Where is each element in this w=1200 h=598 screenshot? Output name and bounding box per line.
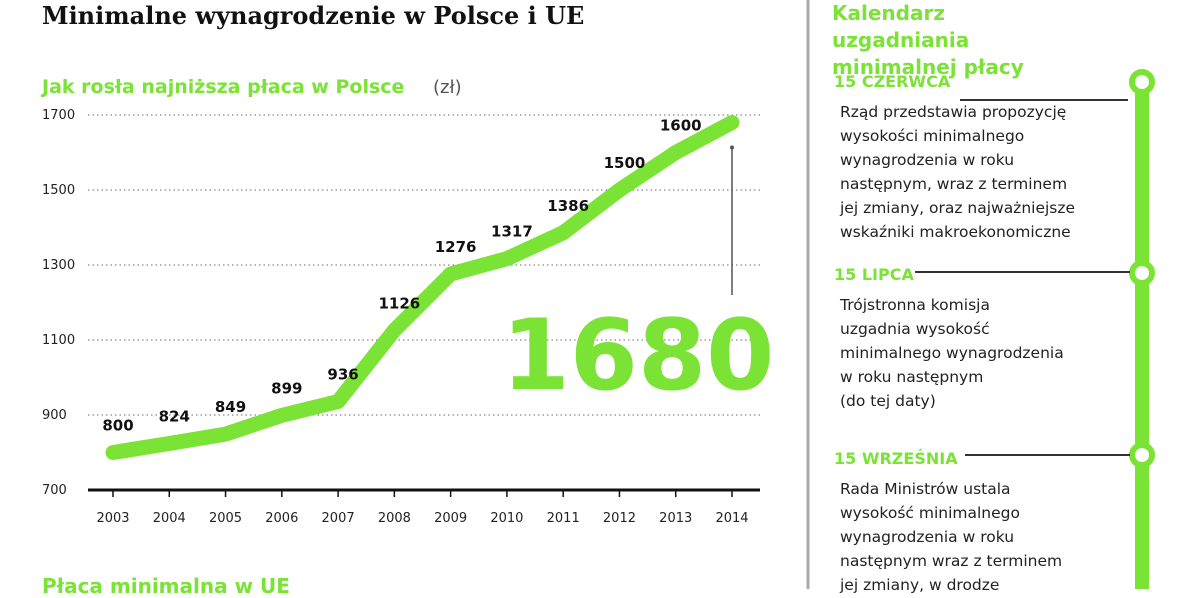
unit: (zł) bbox=[433, 77, 462, 98]
event-line: (do tej daty) bbox=[840, 392, 936, 410]
data-label: 1276 bbox=[435, 238, 477, 256]
data-label: 899 bbox=[271, 379, 302, 397]
y-tick-label: 1700 bbox=[42, 108, 75, 123]
event-text: Trójstronna komisja uzgadnia wysokość mini… bbox=[840, 293, 1064, 413]
data-label: 849 bbox=[215, 398, 246, 416]
data-label: 800 bbox=[102, 417, 133, 435]
event-line: minimalnego wynagrodzenia bbox=[840, 344, 1064, 362]
event-line: Trójstronna komisja bbox=[840, 296, 990, 314]
event-text: Rząd przedstawia propozycję wysokości min… bbox=[840, 100, 1075, 244]
y-tick-label: 1500 bbox=[42, 183, 75, 198]
x-tick-label: 2008 bbox=[378, 511, 411, 526]
x-tick-label: 2012 bbox=[603, 511, 636, 526]
x-tick-label: 2009 bbox=[434, 511, 467, 526]
title: Minimalne wynagrodzenie w Polsce i UE bbox=[42, 1, 584, 30]
data-label: 1317 bbox=[491, 223, 533, 241]
calendar-title: Kalendarz uzgadniania minimalnej płacy bbox=[832, 1, 1024, 79]
x-tick-label: 2005 bbox=[209, 511, 242, 526]
x-tick-label: 2014 bbox=[715, 511, 748, 526]
x-tick-label: 2007 bbox=[322, 511, 355, 526]
event-line: następnym wraz z terminem bbox=[840, 552, 1063, 570]
event-line: uzgadnia wysokość bbox=[840, 320, 990, 338]
data-label: 936 bbox=[327, 366, 358, 384]
event-line: jej zmiany, w drodze bbox=[840, 576, 1000, 594]
event-date: 15 WRZEŚNIA bbox=[834, 449, 958, 468]
event-line: wysokość minimalnego bbox=[840, 504, 1020, 522]
x-tick-label: 2006 bbox=[265, 511, 298, 526]
event-line: Rząd przedstawia propozycję bbox=[840, 103, 1067, 121]
y-tick-label: 700 bbox=[42, 483, 67, 498]
event-line: w roku następnym bbox=[840, 368, 984, 386]
event-line: Rada Ministrów ustala bbox=[840, 480, 1011, 498]
data-label: 1600 bbox=[660, 117, 702, 135]
big-label: 1680 bbox=[502, 299, 775, 413]
data-label: 1126 bbox=[378, 294, 420, 312]
event-line: wynagrodzenia w roku bbox=[840, 151, 1015, 169]
timeline-dot bbox=[1129, 69, 1155, 95]
timeline-dot bbox=[1129, 260, 1155, 286]
x-tick-label: 2010 bbox=[490, 511, 523, 526]
event-date: 15 CZERWCA bbox=[834, 72, 951, 91]
x-tick-label: 2003 bbox=[96, 511, 129, 526]
event-date: 15 LIPCA bbox=[834, 265, 914, 284]
data-label: 1500 bbox=[604, 154, 646, 172]
data-label: 1386 bbox=[547, 197, 589, 215]
data-label: 824 bbox=[159, 408, 190, 426]
x-tick-label: 2013 bbox=[659, 511, 692, 526]
chart-subtitle: Jak rosła najniższa płaca w Polsce bbox=[40, 76, 404, 98]
y-tick-label: 1300 bbox=[42, 258, 75, 273]
y-tick-label: 900 bbox=[42, 408, 67, 423]
event-line: wynagrodzenia w roku bbox=[840, 528, 1015, 546]
event-line: wskaźniki makroekonomiczne bbox=[840, 223, 1071, 241]
event-line: wysokości minimalnego bbox=[840, 127, 1025, 145]
data-line bbox=[105, 115, 740, 460]
y-tick-label: 1100 bbox=[42, 333, 75, 348]
x-tick-label: 2004 bbox=[153, 511, 186, 526]
section-title: Płaca minimalna w UE bbox=[42, 574, 290, 598]
event-line: jej zmiany, oraz najważniejsze bbox=[840, 199, 1076, 217]
event-line: następnym, wraz z terminem bbox=[840, 175, 1068, 193]
timeline-dot bbox=[1129, 442, 1155, 468]
leader-dot bbox=[730, 145, 734, 150]
x-tick-label: 2011 bbox=[547, 511, 580, 526]
event-text: Rada Ministrów ustala wysokość minimalneg… bbox=[840, 477, 1062, 597]
